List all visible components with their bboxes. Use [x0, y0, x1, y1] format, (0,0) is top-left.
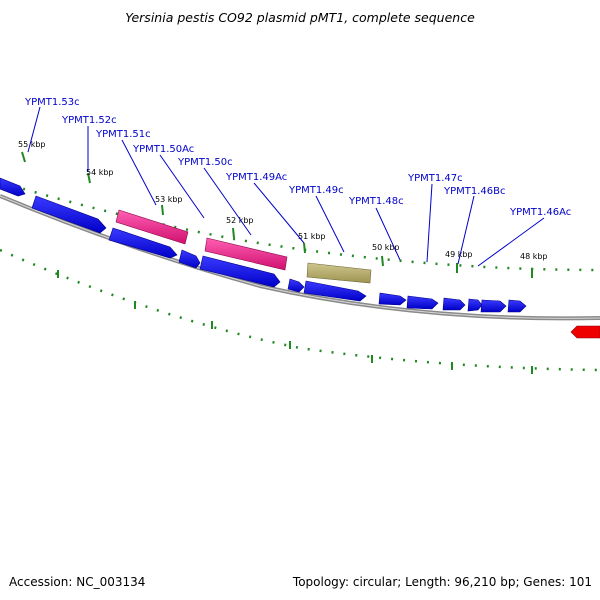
gene-label: YPMT1.50Ac: [132, 144, 194, 155]
cds-arrow[interactable]: [108, 227, 178, 259]
label-leaders: [27, 106, 545, 267]
cds-arrow[interactable]: [199, 255, 281, 288]
gene-label: YPMT1.51c: [95, 129, 151, 140]
feature-track-inner: [108, 227, 527, 313]
pink-features: [115, 209, 288, 271]
gene-label: YPMT1.48c: [348, 196, 404, 207]
cds-arrow[interactable]: [467, 298, 483, 312]
topology-text: Topology: circular; Length: 96,210 bp; G…: [292, 575, 592, 589]
map-title: Yersinia pestis CO92 plasmid pMT1, compl…: [125, 10, 475, 25]
gene-label: YPMT1.52c: [61, 115, 117, 126]
cds-arrow[interactable]: [480, 299, 507, 313]
pink-feature[interactable]: [204, 237, 288, 271]
kbp-label: 48 kbp: [520, 252, 548, 261]
cds-arrow[interactable]: [378, 292, 407, 306]
kbp-label: 49 kbp: [445, 250, 473, 259]
cds-arrow[interactable]: [442, 297, 466, 311]
cds-arrow[interactable]: [507, 299, 527, 313]
backbone-highlight: [0, 195, 600, 319]
kbp-label: 53 kbp: [155, 195, 183, 204]
cds-arrow[interactable]: [178, 249, 201, 269]
gene-label: YPMT1.46Bc: [443, 186, 506, 197]
gene-label: YPMT1.49c: [288, 185, 344, 196]
cds-arrow[interactable]: [31, 195, 107, 234]
red-feature[interactable]: [570, 325, 600, 339]
kbp-label: 52 kbp: [226, 216, 254, 225]
gene-label: YPMT1.46Ac: [509, 207, 571, 218]
feature-track-outer: [0, 177, 107, 234]
cds-arrow[interactable]: [287, 278, 305, 293]
outer-scale-ring: [0, 180, 600, 272]
gene-label: YPMT1.47c: [407, 173, 463, 184]
inner-ring-ticks: [57, 270, 533, 374]
olive-feature[interactable]: [306, 262, 372, 284]
cds-arrow[interactable]: [406, 295, 439, 310]
gene-label: YPMT1.50c: [177, 157, 233, 168]
gene-label: YPMT1.53c: [24, 97, 80, 108]
accession-text: Accession: NC_003134: [9, 575, 146, 589]
gene-label: YPMT1.49Ac: [225, 172, 287, 183]
cds-arrow[interactable]: [0, 177, 26, 197]
kbp-label: 55 kbp: [18, 140, 46, 149]
cds-arrow[interactable]: [303, 280, 367, 302]
kbp-label: 54 kbp: [86, 168, 114, 177]
pink-feature[interactable]: [115, 209, 189, 245]
kbp-ticks: [21, 151, 533, 278]
kbp-label: 51 kbp: [298, 232, 326, 241]
kbp-label: 50 kbp: [372, 243, 400, 252]
